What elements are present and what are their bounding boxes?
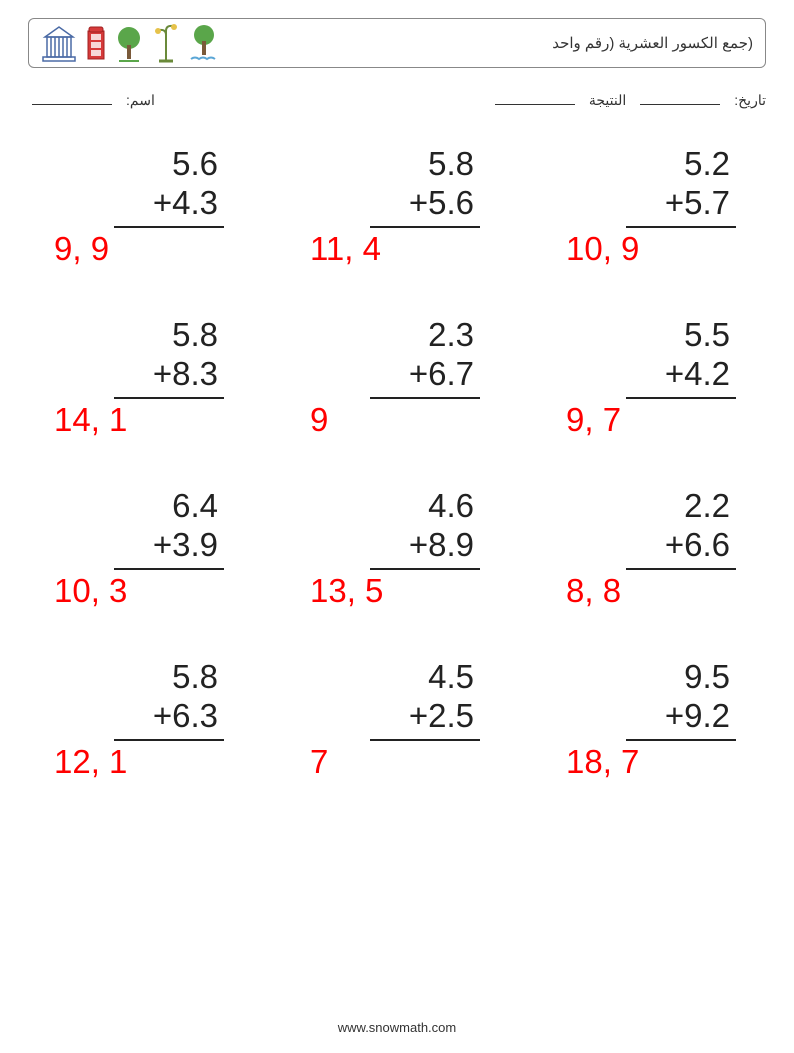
problem: 5.8 +5.6 11, 4 bbox=[314, 145, 480, 268]
operand1: 5.2 bbox=[626, 145, 736, 184]
problem: 5.2 +5.7 10, 9 bbox=[570, 145, 736, 268]
operand2: +6.3 bbox=[114, 697, 224, 741]
problem: 6.4 +3.9 10, 3 bbox=[58, 487, 224, 610]
operand1: 5.6 bbox=[114, 145, 224, 184]
answer: 7 bbox=[310, 741, 476, 781]
meta-name: اسم: bbox=[28, 90, 155, 109]
answer: 14, 1 bbox=[54, 399, 220, 439]
tree-water-icon bbox=[189, 23, 219, 63]
answer: 8, 8 bbox=[566, 570, 732, 610]
header-icons bbox=[41, 23, 219, 63]
problem: 2.2 +6.6 8, 8 bbox=[570, 487, 736, 610]
tree-icon bbox=[115, 25, 143, 63]
building-icon bbox=[41, 25, 77, 63]
operand2: +9.2 bbox=[626, 697, 736, 741]
answer: 9 bbox=[310, 399, 476, 439]
operand1: 5.8 bbox=[114, 658, 224, 697]
answer: 10, 3 bbox=[54, 570, 220, 610]
problem: 2.3 +6.7 9 bbox=[314, 316, 480, 439]
meta-row: تاريخ: النتيجة اسم: bbox=[28, 90, 766, 109]
answer: 12, 1 bbox=[54, 741, 220, 781]
operand1: 5.8 bbox=[114, 316, 224, 355]
operand2: +6.7 bbox=[370, 355, 480, 399]
operand1: 2.3 bbox=[370, 316, 480, 355]
problem: 5.6 +4.3 9, 9 bbox=[58, 145, 224, 268]
operand2: +5.6 bbox=[370, 184, 480, 228]
date-label: تاريخ: bbox=[734, 92, 766, 109]
operand1: 4.5 bbox=[370, 658, 480, 697]
operand1: 5.5 bbox=[626, 316, 736, 355]
problem: 5.8 +6.3 12, 1 bbox=[58, 658, 224, 781]
operand2: +8.3 bbox=[114, 355, 224, 399]
score-blank bbox=[495, 90, 575, 105]
meta-date-score: تاريخ: النتيجة bbox=[491, 90, 766, 109]
worksheet-page: (جمع الكسور العشرية (رقم واحد تاريخ: الن… bbox=[0, 0, 794, 781]
answer: 18, 7 bbox=[566, 741, 732, 781]
answer: 13, 5 bbox=[310, 570, 476, 610]
operand2: +4.2 bbox=[626, 355, 736, 399]
operand1: 6.4 bbox=[114, 487, 224, 526]
operand1: 4.6 bbox=[370, 487, 480, 526]
name-blank bbox=[32, 90, 112, 105]
answer: 9, 7 bbox=[566, 399, 732, 439]
problem: 5.8 +8.3 14, 1 bbox=[58, 316, 224, 439]
operand2: +3.9 bbox=[114, 526, 224, 570]
operand2: +5.7 bbox=[626, 184, 736, 228]
operand2: +2.5 bbox=[370, 697, 480, 741]
operand1: 9.5 bbox=[626, 658, 736, 697]
problem: 4.6 +8.9 13, 5 bbox=[314, 487, 480, 610]
name-label: اسم: bbox=[126, 92, 155, 109]
operand2: +6.6 bbox=[626, 526, 736, 570]
header-bar: (جمع الكسور العشرية (رقم واحد bbox=[28, 18, 766, 68]
streetlamp-icon bbox=[151, 23, 181, 63]
operand2: +8.9 bbox=[370, 526, 480, 570]
footer-url: www.snowmath.com bbox=[0, 1020, 794, 1035]
phonebooth-icon bbox=[85, 25, 107, 63]
operand2: +4.3 bbox=[114, 184, 224, 228]
problem: 5.5 +4.2 9, 7 bbox=[570, 316, 736, 439]
answer: 10, 9 bbox=[566, 228, 732, 268]
worksheet-title: (جمع الكسور العشرية (رقم واحد bbox=[552, 34, 753, 52]
answer: 9, 9 bbox=[54, 228, 220, 268]
operand1: 5.8 bbox=[370, 145, 480, 184]
score-label: النتيجة bbox=[589, 92, 626, 109]
problems-grid: 5.6 +4.3 9, 9 5.8 +5.6 11, 4 5.2 +5.7 10… bbox=[58, 145, 736, 781]
operand1: 2.2 bbox=[626, 487, 736, 526]
answer: 11, 4 bbox=[310, 228, 476, 268]
date-blank bbox=[640, 90, 720, 105]
problem: 4.5 +2.5 7 bbox=[314, 658, 480, 781]
problem: 9.5 +9.2 18, 7 bbox=[570, 658, 736, 781]
